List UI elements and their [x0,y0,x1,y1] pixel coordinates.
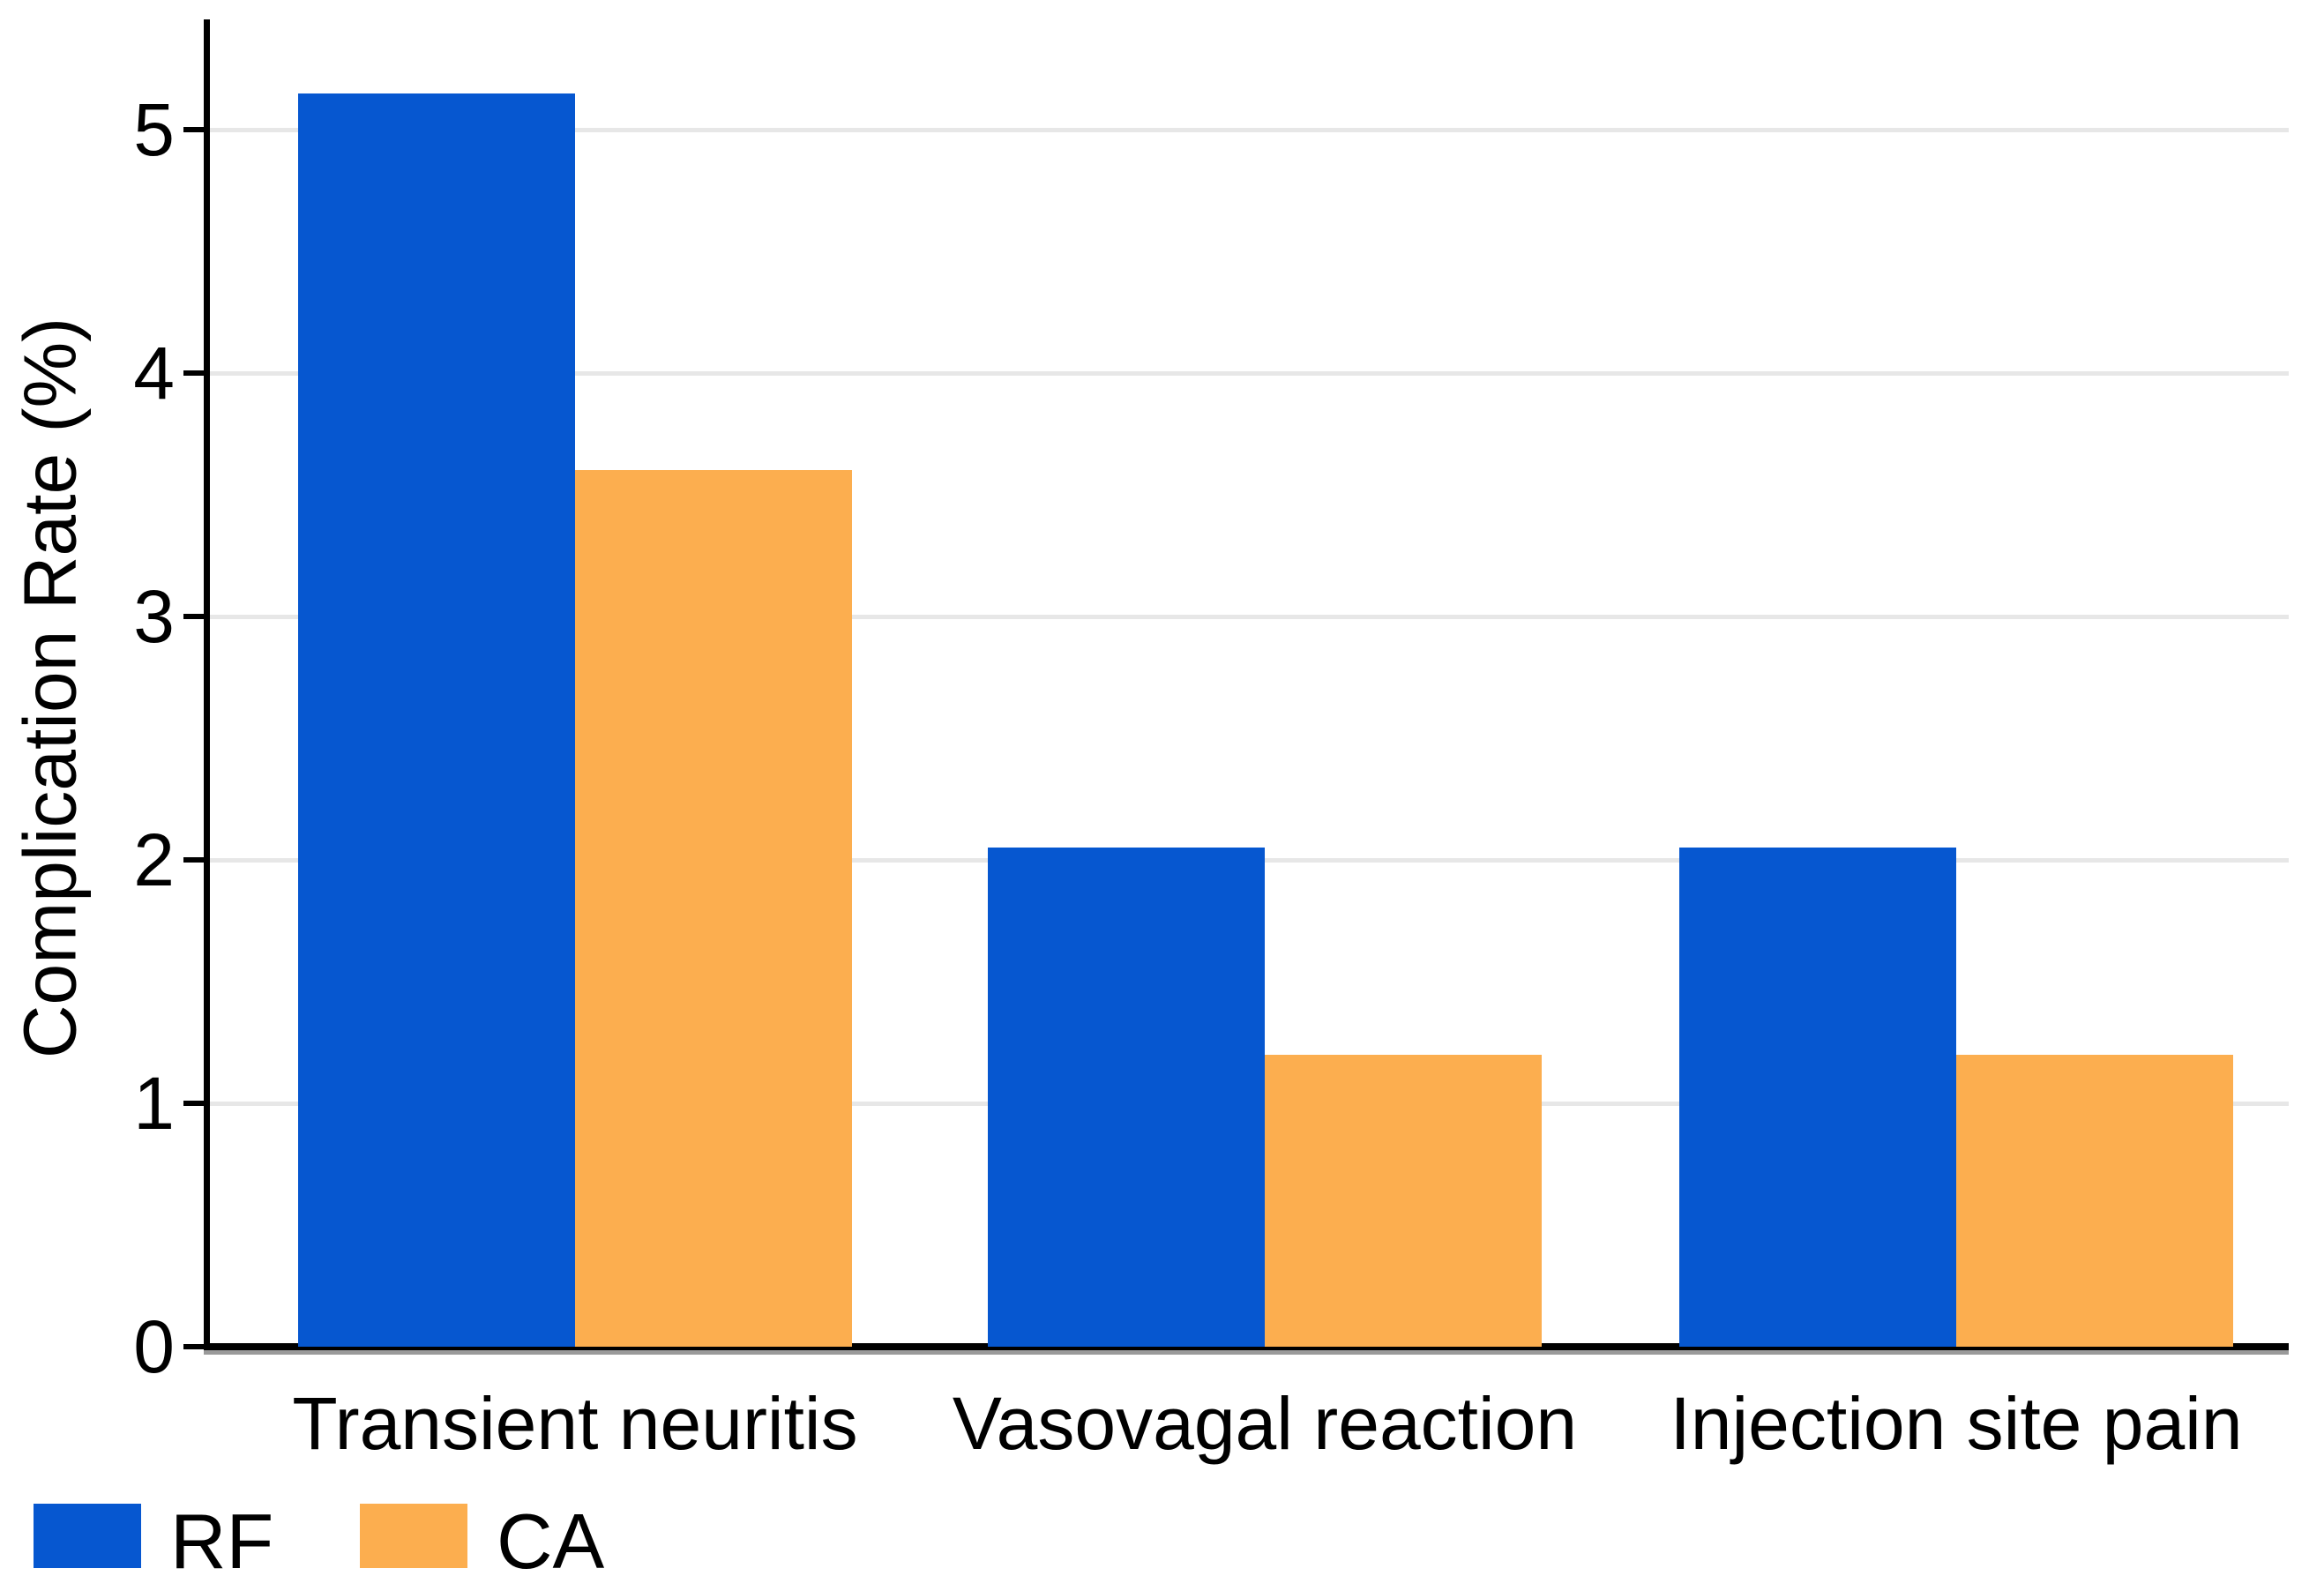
y-tick-label-1: 1 [133,1062,175,1145]
legend-label-rf: RF [170,1497,274,1585]
legend-swatch-ca [360,1504,467,1568]
y-tick-label-2: 2 [133,818,175,901]
y-tick-mark-5 [183,127,210,132]
x-axis-line [204,1343,2289,1350]
y-axis-line [204,19,210,1350]
y-tick-mark-0 [183,1344,210,1349]
y-tick-mark-2 [183,857,210,863]
bar-rf-transient-neuritis [298,93,575,1347]
legend-label-ca: CA [497,1497,605,1585]
legend-swatch-rf [34,1504,141,1568]
bar-rf-injection-site-pain [1679,848,1956,1347]
y-tick-label-5: 5 [133,88,175,171]
y-tick-label-4: 4 [133,332,175,415]
y-axis-title: Complication Rate (%) [8,317,92,1059]
bar-ca-injection-site-pain [1956,1054,2233,1347]
y-tick-mark-1 [183,1101,210,1106]
y-tick-label-0: 0 [133,1305,175,1388]
x-axis-shadow [204,1350,2289,1355]
y-tick-label-3: 3 [133,575,175,658]
gridline-y-5 [210,128,2289,132]
x-category-label-vasovagal-reaction: Vasovagal reaction [952,1382,1578,1465]
bar-rf-vasovagal-reaction [988,848,1265,1347]
bar-ca-vasovagal-reaction [1265,1054,1542,1347]
bar-ca-transient-neuritis [575,470,852,1347]
gridline-y-4 [210,371,2289,376]
y-tick-mark-4 [183,370,210,376]
x-category-label-injection-site-pain: Injection site pain [1670,1382,2243,1465]
gridline-y-3 [210,615,2289,619]
y-tick-mark-3 [183,614,210,619]
x-category-label-transient-neuritis: Transient neuritis [292,1382,858,1465]
